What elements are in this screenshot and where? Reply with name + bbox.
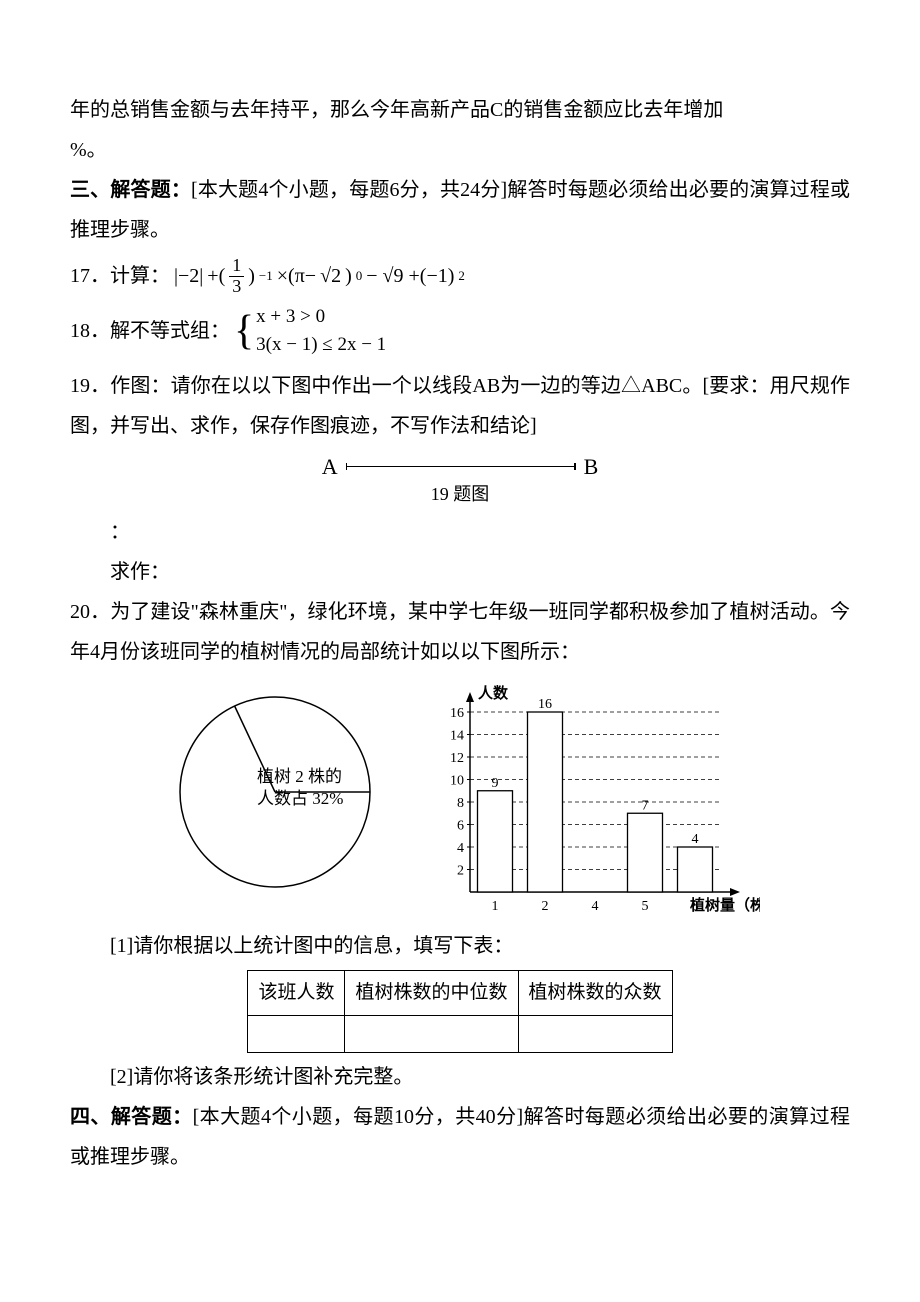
frag-text-2: %。 [70, 139, 107, 161]
q17-close-inv: ) [248, 260, 255, 292]
q20-text: 20．为了建设"森林重庆"，绿化环境，某中学七年级一班同学都积极参加了植树活动。… [70, 592, 850, 672]
prev-page-fragment: 年的总销售金额与去年持平，那么今年高新产品C的销售金额应比去年增加 [70, 90, 850, 130]
q17-exp2: 2 [458, 266, 465, 287]
q18: 18．解不等式组： { x + 3 > 0 3(x − 1) ≤ 2x − 1 [70, 303, 850, 360]
th-median: 植树株数的中位数 [345, 970, 518, 1015]
q17-label: 17．计算： [70, 260, 170, 292]
q18-system: { x + 3 > 0 3(x − 1) ≤ 2x − 1 [234, 303, 386, 360]
q17-plus-open: +( [207, 260, 225, 292]
q17-close0: ) [345, 260, 352, 292]
svg-text:2: 2 [542, 899, 549, 914]
brace-icon: { [234, 310, 254, 352]
q17-sqrt2: √2 [320, 260, 341, 292]
cell-class-size [248, 1015, 345, 1052]
svg-text:4: 4 [592, 899, 599, 914]
q17-times-pi: ×(π− [277, 260, 316, 292]
cell-median [345, 1015, 518, 1052]
q17-abs: |−2| [174, 260, 203, 292]
th-class-size: 该班人数 [248, 970, 345, 1015]
section-4-heading: 四、解答题：[本大题4个小题，每题10分，共40分]解答时每题必须给出必要的演算… [70, 1097, 850, 1177]
pie-chart: 植树 2 株的 人数占 32% [160, 682, 390, 902]
q20-sub1: [1]请你根据以上统计图中的信息，填写下表： [70, 926, 850, 966]
q17-exp-inv: −1 [259, 266, 273, 287]
q19-figure: A B 19 题图 [70, 452, 850, 508]
frag-text: 年的总销售金额与去年持平，那么今年高新产品C的销售金额应比去年增加 [70, 99, 723, 121]
q19-colon: ： [70, 512, 850, 552]
svg-text:4: 4 [457, 841, 464, 856]
svg-text:4: 4 [692, 832, 699, 847]
q17-fraction: 1 3 [229, 256, 244, 297]
svg-text:植树量（株）: 植树量（株） [690, 896, 760, 914]
svg-text:16: 16 [450, 706, 464, 721]
svg-text:12: 12 [450, 751, 464, 766]
q17-exp0: 0 [356, 266, 363, 287]
q19-caption: 19 题图 [70, 482, 850, 507]
svg-text:人数: 人数 [478, 684, 509, 702]
q20-sub2: [2]请你将该条形统计图补充完整。 [70, 1057, 850, 1097]
bar-chart: 246810121416人数1245691674植树量（株） [420, 682, 760, 922]
segment-ab: A B [322, 452, 599, 483]
q18-line2: 3(x − 1) ≤ 2x − 1 [256, 331, 386, 360]
svg-text:14: 14 [450, 728, 464, 743]
q17: 17．计算： |−2| +( 1 3 )−1 ×(π−√2 )0 − √9 +(… [70, 256, 850, 297]
point-a-label: A [322, 452, 338, 483]
section-3-heading: 三、解答题：[本大题4个小题，每题6分，共24分]解答时每题必须给出必要的演算过… [70, 170, 850, 250]
svg-text:6: 6 [457, 818, 464, 833]
segment-line [346, 466, 576, 467]
pie-label-l2: 人数占 32% [257, 789, 343, 808]
prev-page-fragment-2: %。 [70, 130, 850, 170]
svg-text:16: 16 [538, 697, 552, 712]
q18-label: 18．解不等式组： [70, 315, 230, 347]
q19-qiuzuo: 求作： [70, 552, 850, 592]
q19-text: 19．作图：请你在以以下图中作出一个以线段AB为一边的等边△ABC。[要求：用尺… [70, 366, 850, 446]
q20-table: 该班人数 植树株数的中位数 植树株数的众数 [247, 970, 672, 1053]
table-empty-row [248, 1015, 672, 1052]
q17-rest: − √9 +(−1) [366, 260, 454, 292]
section-3-title: 三、解答题： [70, 179, 191, 201]
svg-text:5: 5 [642, 899, 649, 914]
point-b-label: B [584, 452, 599, 483]
section-4-title: 四、解答题： [70, 1106, 193, 1128]
cell-mode [518, 1015, 672, 1052]
svg-text:2: 2 [457, 863, 464, 878]
q18-lines: x + 3 > 0 3(x − 1) ≤ 2x − 1 [256, 303, 386, 360]
svg-text:1: 1 [492, 899, 499, 914]
q18-line1: x + 3 > 0 [256, 303, 386, 332]
q17-frac-den: 3 [229, 277, 244, 297]
table-header-row: 该班人数 植树株数的中位数 植树株数的众数 [248, 970, 672, 1015]
svg-text:9: 9 [492, 775, 499, 790]
q20-charts: 植树 2 株的 人数占 32% 246810121416人数1245691674… [70, 682, 850, 922]
th-mode: 植树株数的众数 [518, 970, 672, 1015]
svg-text:8: 8 [457, 796, 464, 811]
svg-text:10: 10 [450, 773, 464, 788]
pie-label-l1: 植树 2 株的 [257, 767, 342, 786]
svg-text:7: 7 [642, 798, 649, 813]
q17-frac-num: 1 [229, 256, 244, 277]
